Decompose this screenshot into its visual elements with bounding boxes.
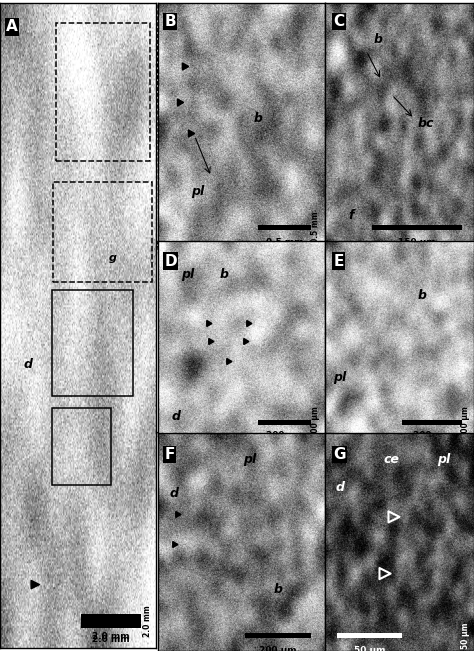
Text: 2.0 mm: 2.0 mm bbox=[143, 605, 152, 637]
Text: 200 μm: 200 μm bbox=[461, 407, 470, 438]
Bar bbox=[82, 616, 141, 624]
Text: 200 μm: 200 μm bbox=[259, 646, 297, 651]
Text: 0.5 mm: 0.5 mm bbox=[266, 238, 303, 247]
Text: G: G bbox=[334, 447, 346, 462]
Text: b: b bbox=[273, 583, 283, 596]
Bar bbox=[82, 614, 141, 628]
Text: f: f bbox=[349, 209, 355, 222]
Text: 50 μm: 50 μm bbox=[354, 646, 385, 651]
Text: bc: bc bbox=[418, 117, 434, 130]
Text: 0.5 mm: 0.5 mm bbox=[310, 212, 319, 243]
Text: d: d bbox=[170, 488, 179, 501]
Bar bbox=[258, 225, 311, 230]
Bar bbox=[402, 421, 462, 424]
Bar bbox=[245, 633, 311, 638]
Text: D: D bbox=[164, 253, 177, 269]
Text: pl: pl bbox=[333, 371, 346, 384]
Text: 200 μm: 200 μm bbox=[413, 431, 451, 440]
Text: B: B bbox=[164, 14, 176, 29]
Text: b: b bbox=[254, 113, 263, 126]
Text: 200 μm: 200 μm bbox=[266, 431, 303, 440]
Text: C: C bbox=[334, 14, 345, 29]
Text: A: A bbox=[6, 20, 18, 35]
Text: pl: pl bbox=[181, 268, 194, 281]
Bar bbox=[56, 23, 150, 161]
Text: 200 μm: 200 μm bbox=[310, 407, 319, 438]
Text: 2.0 mm: 2.0 mm bbox=[92, 631, 130, 641]
Text: b: b bbox=[417, 289, 426, 302]
Text: 2.0 mm: 2.0 mm bbox=[92, 635, 130, 644]
Text: d: d bbox=[172, 410, 181, 423]
Text: ce: ce bbox=[384, 452, 400, 465]
Text: E: E bbox=[334, 253, 344, 269]
Bar bbox=[53, 182, 152, 282]
Bar bbox=[337, 633, 402, 638]
Text: b: b bbox=[374, 33, 383, 46]
Bar bbox=[373, 225, 462, 230]
Text: d: d bbox=[24, 357, 33, 370]
Text: pl: pl bbox=[438, 452, 451, 465]
Text: 50 μm: 50 μm bbox=[461, 622, 470, 649]
Text: 150 μm: 150 μm bbox=[398, 238, 436, 247]
Bar bbox=[52, 408, 111, 486]
Text: pl: pl bbox=[243, 452, 256, 465]
Text: d: d bbox=[335, 481, 344, 494]
Bar bbox=[52, 290, 133, 396]
Text: F: F bbox=[164, 447, 175, 462]
Text: g: g bbox=[109, 253, 117, 263]
Text: b: b bbox=[220, 268, 229, 281]
Bar bbox=[258, 421, 311, 424]
Text: pl: pl bbox=[191, 185, 204, 198]
